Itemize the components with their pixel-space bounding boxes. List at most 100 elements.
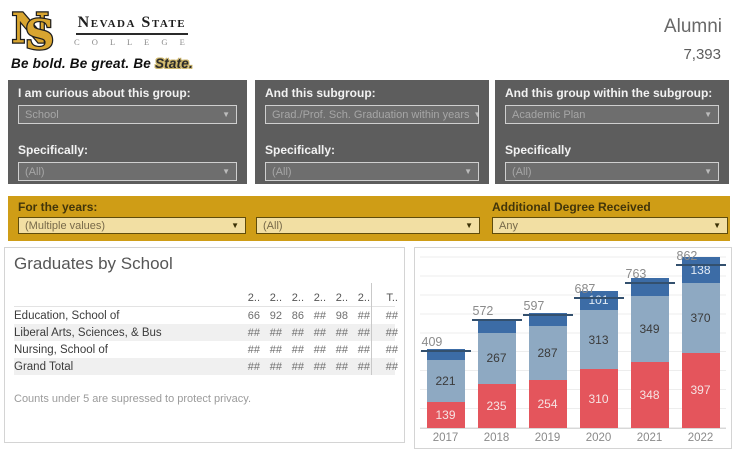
chart-x-axis: 2017 2018 2019 2020 2021 2022	[420, 432, 726, 444]
cell-value: ##	[335, 360, 348, 373]
column-header: 2..	[291, 291, 304, 304]
chevron-down-icon: ▼	[231, 220, 239, 230]
cell-value: 86	[291, 309, 304, 322]
subgroup-specific-select[interactable]: (All) ▼	[265, 162, 479, 181]
wordmark: Nevada State C O L L E G E	[74, 14, 190, 47]
bar-group: 235 267 572	[471, 248, 522, 428]
column-header: 2..	[313, 291, 326, 304]
segment-top-darkblue[interactable]	[426, 349, 465, 360]
row-label: Liberal Arts, Sciences, & Bus	[14, 326, 162, 339]
cell-value: ##	[313, 343, 326, 356]
cell-value: ##	[357, 360, 370, 373]
segment-bottom-red[interactable]: 310	[579, 369, 618, 428]
cell-value: ##	[357, 326, 370, 339]
segment-top-darkblue[interactable]	[528, 313, 567, 326]
row-label: Nursing, School of	[14, 343, 108, 356]
stacked-bar[interactable]: 348 349	[630, 278, 669, 428]
cell-value: ##	[385, 360, 398, 373]
tagline: Be bold. Be great. Be State.	[11, 56, 193, 71]
graduates-table-panel: Graduates by School 2.. 2.. 2.. 2.. 2.. 2.. T.…	[4, 247, 405, 443]
subgroup-specific-label: Specifically:	[265, 143, 336, 157]
withingroup-specific-value: (All)	[512, 165, 532, 178]
segment-middle-steel[interactable]: 313	[579, 310, 618, 370]
cell-value: ##	[247, 326, 260, 339]
stacked-bar[interactable]: 254 287	[528, 313, 567, 428]
segment-bottom-red[interactable]: 397	[681, 352, 720, 428]
segment-bottom-red[interactable]: 139	[426, 401, 465, 428]
years-label: For the years:	[18, 200, 98, 214]
stacked-bar[interactable]: 235 267	[477, 319, 516, 428]
chevron-down-icon: ▼	[473, 110, 478, 119]
cell-value: ##	[313, 360, 326, 373]
cell-value: ##	[247, 360, 260, 373]
degree-select[interactable]: Any ▼	[492, 217, 728, 234]
segment-middle-steel[interactable]: 267	[477, 332, 516, 384]
chevron-down-icon: ▼	[704, 109, 712, 119]
x-axis-label: 2019	[534, 432, 561, 444]
wordmark-name: Nevada State	[75, 14, 189, 35]
column-header: 2..	[357, 291, 370, 304]
segment-top-darkblue[interactable]	[477, 319, 516, 333]
tagline-accent: State.	[154, 56, 193, 71]
years-select[interactable]: (Multiple values) ▼	[18, 217, 246, 234]
cell-value: ##	[269, 326, 282, 339]
segment-middle-steel[interactable]: 370	[681, 282, 720, 353]
cell-value: ##	[335, 326, 348, 339]
table-row[interactable]: Nursing, School of ## ## ## ## ## ## ##	[14, 341, 398, 358]
chevron-down-icon: ▼	[222, 109, 230, 119]
table-row[interactable]: Grand Total ## ## ## ## ## ## ##	[14, 358, 398, 375]
withingroup-specific-select[interactable]: (All) ▼	[505, 162, 719, 181]
graduates-chart-panel: 139 221 409 235 267 572 254 287 597 310 313 101 687 3…	[414, 247, 732, 449]
degree-label: Additional Degree Received	[492, 200, 651, 214]
stacked-bar[interactable]: 139 221	[426, 349, 465, 428]
stacked-bar[interactable]: 397 370 138	[681, 256, 720, 428]
segment-bottom-red[interactable]: 254	[528, 379, 567, 428]
table-row[interactable]: Liberal Arts, Sciences, & Bus ## ## ## ## ## #…	[14, 324, 398, 341]
withingroup-select[interactable]: Academic Plan ▼	[505, 105, 719, 124]
group-specific-select[interactable]: (All) ▼	[18, 162, 237, 181]
segment-top-darkblue[interactable]: 138	[681, 256, 720, 283]
cell-value: ##	[335, 343, 348, 356]
cell-value: ##	[385, 309, 398, 322]
table-row[interactable]: Education, School of 66 92 86 ## 98 ## ##	[14, 307, 398, 324]
stacked-bar[interactable]: 310 313 101	[579, 290, 618, 428]
x-axis-label: 2022	[687, 432, 714, 444]
ns-monogram-icon: N S	[10, 6, 56, 54]
cell-value: 66	[247, 309, 260, 322]
segment-bottom-red[interactable]: 348	[630, 362, 669, 428]
group-specific-label: Specifically:	[18, 143, 89, 157]
segment-bottom-red[interactable]: 235	[477, 383, 516, 428]
bar-group: 139 221 409	[420, 248, 471, 428]
total-label: 763	[625, 267, 647, 282]
subgroup-select[interactable]: Grad./Prof. Sch. Graduation within years…	[265, 105, 479, 124]
chevron-down-icon: ▼	[222, 166, 230, 176]
cell-value: 98	[335, 309, 348, 322]
cell-value: 92	[269, 309, 282, 322]
monogram-n: N	[11, 6, 49, 52]
graduates-table: 2.. 2.. 2.. 2.. 2.. 2.. T.. Education, School o…	[14, 283, 398, 375]
group-label: I am curious about this group:	[18, 86, 191, 100]
subgroup-label: And this subgroup:	[265, 86, 376, 100]
tagline-main: Be bold. Be great. Be	[11, 56, 155, 71]
page-title: Alumni	[663, 16, 722, 37]
bar-group: 348 349 763	[624, 248, 675, 428]
cell-value: ##	[313, 309, 326, 322]
group-select[interactable]: School ▼	[18, 105, 237, 124]
years-all-select[interactable]: (All) ▼	[256, 217, 480, 234]
total-label: 597	[523, 298, 545, 313]
filter-panel-group: I am curious about this group: School ▼ …	[8, 80, 247, 184]
withingroup-select-value: Academic Plan	[512, 108, 586, 121]
segment-middle-steel[interactable]: 349	[630, 296, 669, 363]
group-specific-value: (All)	[25, 165, 45, 178]
monogram-s: S	[25, 10, 55, 54]
x-axis-label: 2018	[483, 432, 510, 444]
chevron-down-icon: ▼	[464, 166, 472, 176]
cell-value: ##	[291, 343, 304, 356]
table-header-row: 2.. 2.. 2.. 2.. 2.. 2.. T..	[14, 289, 398, 307]
segment-middle-steel[interactable]: 287	[528, 325, 567, 380]
alumni-count: 7,393	[683, 46, 721, 63]
row-label: Education, School of	[14, 309, 120, 322]
x-axis-label: 2021	[636, 432, 663, 444]
segment-middle-steel[interactable]: 221	[426, 359, 465, 402]
bar-group: 310 313 101 687	[573, 248, 624, 428]
